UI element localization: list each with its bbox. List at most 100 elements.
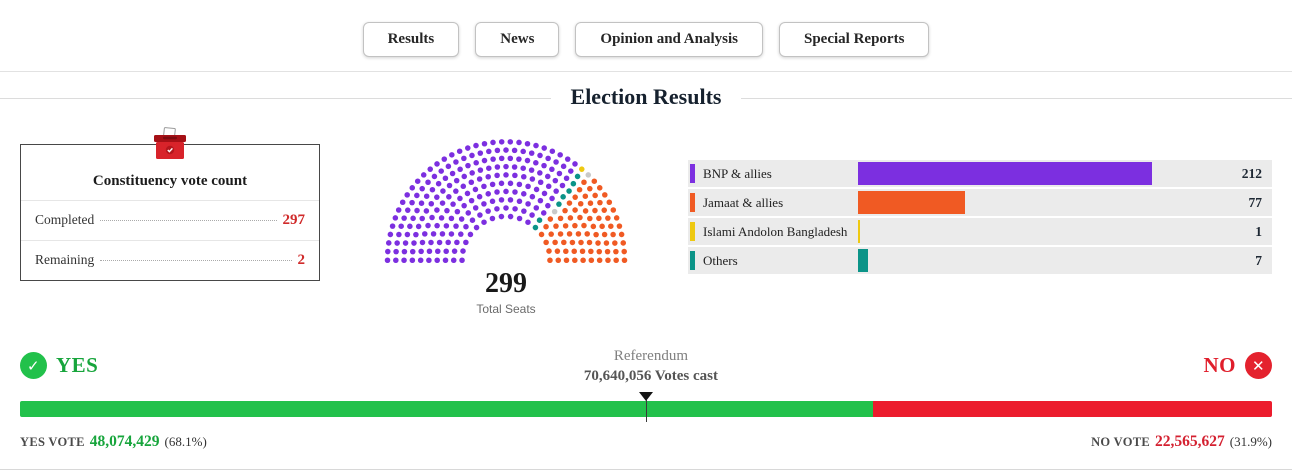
seat-dot — [401, 215, 407, 221]
seat-dot — [404, 231, 411, 238]
seat-dot — [516, 215, 523, 222]
seat-dot — [384, 257, 391, 264]
seat-dot — [394, 240, 400, 246]
referendum-bar-wrap — [20, 392, 1272, 422]
seat-dot — [545, 183, 552, 190]
seat-dot — [454, 208, 461, 215]
seat-dot — [507, 180, 514, 187]
seat-dot — [463, 239, 469, 246]
seat-dot — [516, 156, 522, 162]
nav-button-results[interactable]: Results — [362, 22, 460, 57]
seat-dot — [603, 240, 610, 246]
top-nav: Results News Opinion and Analysis Specia… — [0, 0, 1292, 71]
seat-dot — [521, 191, 527, 197]
seat-dot — [613, 248, 619, 255]
seat-dot — [545, 155, 551, 162]
seat-dot — [562, 207, 568, 214]
yes-bar-segment — [20, 401, 873, 417]
yes-label: YES — [56, 353, 99, 377]
seat-dot — [426, 257, 432, 264]
seat-dot — [533, 142, 539, 149]
seat-dot — [528, 167, 535, 173]
seat-dot — [596, 185, 603, 191]
seat-dot — [604, 248, 611, 255]
seat-dot — [551, 208, 558, 215]
seat-dot — [511, 164, 518, 170]
seat-dot — [453, 188, 459, 194]
seat-dot — [399, 199, 406, 206]
seat-dot — [457, 195, 463, 202]
seat-dot — [532, 224, 539, 231]
referendum-title: Referendum — [613, 348, 688, 364]
party-bar-fill — [858, 191, 965, 214]
seat-dot — [543, 239, 549, 246]
seat-dot — [404, 192, 410, 198]
seat-dot — [392, 215, 399, 221]
seat-dot — [582, 193, 589, 199]
party-label: Jamaat & allies — [703, 194, 784, 210]
seat-dot — [486, 148, 492, 155]
seat-dot — [520, 148, 526, 155]
seat-dot — [446, 182, 453, 189]
seat-dot — [442, 257, 449, 264]
seat-dot — [596, 248, 603, 255]
seat-dot — [543, 223, 549, 230]
seat-dot — [476, 176, 483, 182]
seat-dot — [575, 231, 582, 237]
seat-dot — [407, 223, 413, 230]
seat-dot — [549, 195, 555, 202]
party-seat-value: 77 — [1248, 194, 1263, 210]
remaining-value: 2 — [297, 252, 306, 268]
seat-dot — [423, 208, 430, 214]
seat-dot — [445, 163, 452, 170]
seat-dot — [418, 248, 424, 255]
seat-dot — [597, 199, 603, 206]
seat-dot — [516, 139, 522, 146]
seat-dot — [463, 223, 469, 230]
seat-dot — [563, 257, 570, 264]
seat-dot — [431, 173, 438, 180]
nav-button-opinion-analysis[interactable]: Opinion and Analysis — [575, 22, 763, 57]
seat-dot — [545, 202, 551, 209]
nav-button-special-reports[interactable]: Special Reports — [779, 22, 930, 57]
seat-dot — [460, 183, 467, 190]
votes-cast-label: 70,640,056 Votes cast — [583, 368, 719, 384]
seat-dot — [469, 152, 475, 159]
seat-dot — [540, 210, 547, 216]
seat-dot — [528, 150, 535, 156]
nav-button-news[interactable]: News — [475, 22, 560, 57]
seat-dot — [414, 192, 420, 199]
seat-dot — [494, 189, 500, 195]
seat-dot — [485, 173, 491, 180]
seat-dot — [541, 190, 548, 197]
seat-dot — [587, 185, 593, 192]
seat-dot — [448, 215, 455, 222]
completed-value: 297 — [282, 212, 306, 228]
seat-dot — [552, 239, 558, 246]
seat-dot — [429, 214, 435, 221]
seat-dot — [441, 156, 448, 162]
remaining-label: Remaining — [35, 252, 95, 267]
seat-dot — [533, 160, 539, 166]
seat-dot — [520, 165, 526, 171]
referendum-center: Referendum 70,640,056 Votes cast — [584, 348, 718, 385]
seat-dot — [494, 147, 501, 154]
no-label: NO — [1203, 353, 1236, 377]
seat-dot — [461, 173, 468, 180]
seat-dot — [434, 161, 440, 167]
seat-dot — [402, 240, 409, 246]
seat-dot — [494, 172, 500, 179]
seat-dot — [438, 215, 445, 221]
seat-dot — [469, 217, 476, 223]
seat-dot — [621, 248, 627, 255]
seat-dot — [498, 155, 505, 162]
seat-dot — [581, 179, 587, 186]
seat-dot — [556, 201, 562, 207]
seat-dot — [461, 155, 467, 162]
seat-dot — [422, 231, 428, 237]
seat-dot — [393, 248, 399, 255]
seat-dot — [544, 173, 551, 180]
seat-dot — [451, 248, 458, 254]
seat-dot — [442, 175, 449, 182]
